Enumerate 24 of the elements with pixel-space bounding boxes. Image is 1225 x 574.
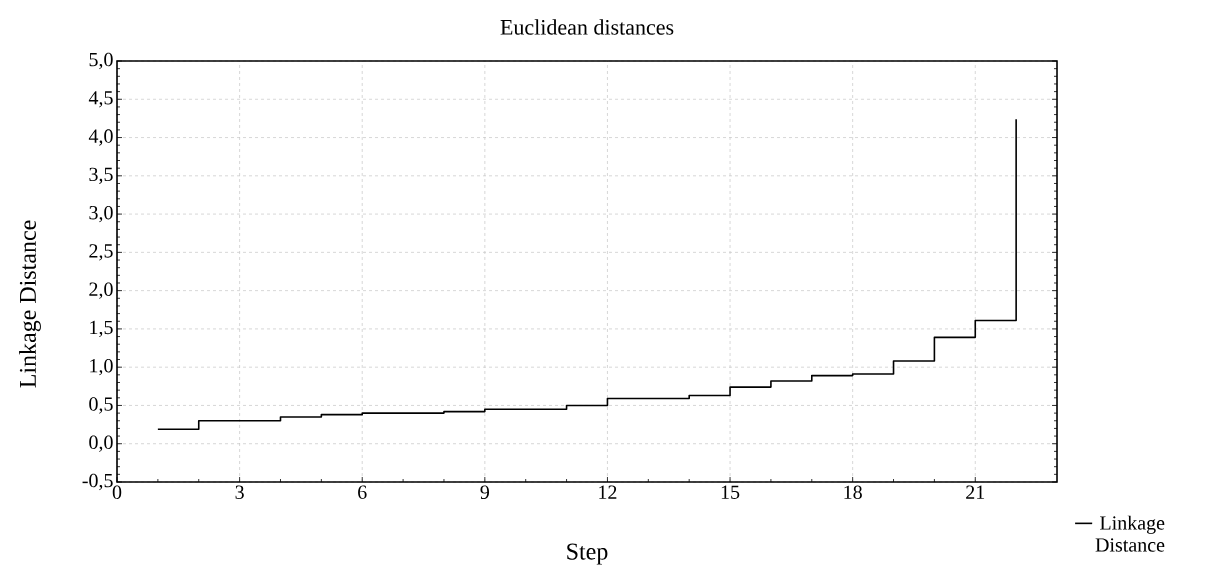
y-tick-label: 2,0 (89, 282, 113, 299)
x-tick-label: 0 (112, 485, 122, 500)
y-tick-label: 5,0 (89, 52, 113, 70)
y-tick-label: 0,0 (89, 435, 113, 452)
y-tick-label: 0,5 (89, 397, 113, 414)
y-tick-label: -0,5 (82, 473, 113, 491)
y-tick-label: 1,0 (90, 358, 113, 376)
x-tick-label: 9 (480, 485, 490, 499)
y-tick-label: 4,0 (88, 129, 113, 146)
y-axis-title: Linkage Distance (19, 220, 41, 388)
y-tick-label: 2,5 (89, 244, 113, 261)
legend-label: Linkage Distance (1095, 515, 1165, 552)
x-axis-title: Step (567, 543, 608, 565)
x-tick-label: 21 (966, 485, 985, 499)
y-tick-label: 3,5 (89, 167, 113, 184)
x-tick-label: 12 (599, 485, 617, 499)
y-tick-label: 3,0 (89, 205, 113, 223)
y-tick-label: 1,5 (90, 320, 113, 338)
y-tick-label: 4,5 (88, 91, 113, 108)
x-tick-label: 18 (844, 485, 862, 500)
x-tick-label: 3 (235, 485, 244, 499)
chart-title: Euclidean distances (500, 19, 674, 35)
x-tick-label: 6 (358, 485, 367, 499)
x-tick-label: 15 (721, 485, 740, 499)
